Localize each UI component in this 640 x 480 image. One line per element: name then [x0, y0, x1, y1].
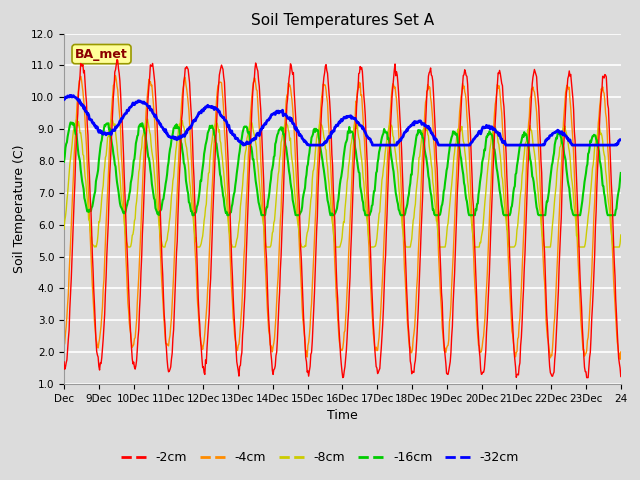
Y-axis label: Soil Temperature (C): Soil Temperature (C): [13, 144, 26, 273]
X-axis label: Time: Time: [327, 409, 358, 422]
Text: BA_met: BA_met: [75, 48, 128, 60]
Title: Soil Temperatures Set A: Soil Temperatures Set A: [251, 13, 434, 28]
Legend: -2cm, -4cm, -8cm, -16cm, -32cm: -2cm, -4cm, -8cm, -16cm, -32cm: [116, 446, 524, 469]
